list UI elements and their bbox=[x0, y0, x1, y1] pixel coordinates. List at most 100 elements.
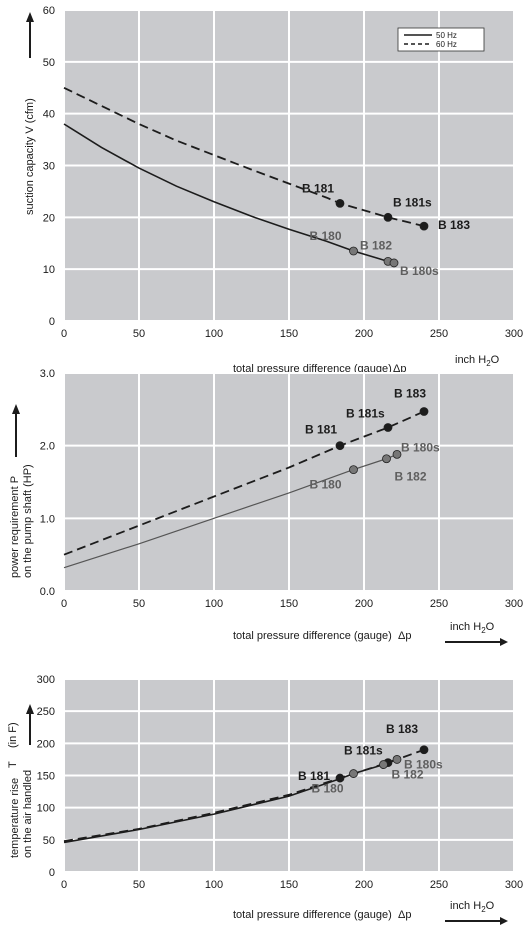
x-tick-label: 250 bbox=[430, 598, 448, 610]
y-tick-label: 10 bbox=[43, 264, 55, 276]
data-point bbox=[419, 221, 429, 231]
y-tick-label: 3.0 bbox=[40, 368, 55, 380]
point-label: B 181s bbox=[393, 195, 432, 209]
point-label: B 180s bbox=[400, 264, 439, 278]
x-tick-label: 300 bbox=[505, 598, 523, 610]
y-tick-label: 200 bbox=[37, 738, 55, 750]
point-label: B 180s bbox=[404, 757, 443, 771]
point-label: B 180 bbox=[312, 782, 344, 796]
legend-label: 50 Hz bbox=[436, 31, 457, 40]
y-tick-label: 50 bbox=[43, 835, 55, 847]
y-axis-label: temperature rise bbox=[9, 778, 21, 858]
y-tick-label: 50 bbox=[43, 57, 55, 69]
y-axis-arrowhead bbox=[26, 704, 34, 714]
y-tick-label: 30 bbox=[43, 161, 55, 173]
point-label: B 183 bbox=[386, 722, 418, 736]
x-axis-unit: inch H2O bbox=[455, 354, 500, 368]
y-tick-label: 0 bbox=[49, 316, 55, 328]
chart-1: 0 50 100 150 200 250 300 0 10 20 30 40 50 60 B 181 B 18… bbox=[24, 5, 523, 380]
series-line-solid bbox=[63, 123, 395, 264]
x-axis-label: total pressure difference (gauge) bbox=[233, 909, 392, 921]
point-label: B 181 bbox=[305, 423, 337, 437]
y-axis-arrowhead bbox=[26, 12, 34, 22]
unit-subscript: 2 bbox=[486, 359, 491, 368]
y-axis-unit: (in F) bbox=[7, 722, 19, 748]
unit-subscript: 2 bbox=[481, 626, 486, 635]
x-axis-symbol: Δp bbox=[398, 630, 411, 642]
chart-2: 0 50 100 150 200 250 300 0.0 1.0 2.0 3.0 B 181 B 181… bbox=[9, 368, 523, 646]
series-line-dashed bbox=[63, 410, 425, 556]
data-point bbox=[349, 246, 358, 256]
y-axis-label: suction capacity V (cfm) bbox=[24, 98, 36, 215]
unit-rest: O bbox=[486, 900, 495, 912]
y-tick-label: 100 bbox=[37, 803, 55, 815]
x-tick-label: 150 bbox=[280, 879, 298, 891]
y-axis-label: power requirement P bbox=[9, 476, 21, 578]
x-axis-arrowhead bbox=[500, 638, 508, 646]
series-line-dashed bbox=[63, 748, 425, 842]
point-label: B 182 bbox=[392, 768, 424, 782]
y-axis-label: on the air handled bbox=[22, 770, 34, 858]
data-point bbox=[379, 760, 388, 769]
point-label: B 182 bbox=[360, 238, 392, 252]
y-tick-label: 2.0 bbox=[40, 441, 55, 453]
data-point bbox=[383, 423, 393, 432]
data-point bbox=[382, 454, 391, 464]
point-label: B 180 bbox=[310, 229, 342, 243]
data-point bbox=[419, 407, 429, 416]
y-tick-label: 40 bbox=[43, 109, 55, 121]
x-axis-unit: inch H2O bbox=[450, 900, 495, 914]
data-point bbox=[335, 198, 345, 208]
data-point bbox=[392, 755, 402, 764]
x-tick-label: 50 bbox=[133, 328, 145, 340]
chart-3: 0 50 100 150 200 250 300 0 50 100 150 200 250 300 B 18… bbox=[7, 674, 523, 925]
x-tick-label: 200 bbox=[355, 598, 373, 610]
unit-rest: O bbox=[486, 621, 495, 633]
y-axis-label: on the pump shaft (HP) bbox=[22, 464, 34, 578]
data-point bbox=[389, 258, 399, 268]
series-line-dashed bbox=[63, 86, 425, 227]
x-axis-arrowhead bbox=[500, 917, 508, 925]
y-tick-label: 300 bbox=[37, 674, 55, 686]
point-label: B 181s bbox=[346, 407, 385, 421]
y-tick-label: 60 bbox=[43, 5, 55, 17]
x-tick-label: 150 bbox=[280, 328, 298, 340]
y-tick-label: 1.0 bbox=[40, 513, 55, 525]
y-tick-label: 150 bbox=[37, 771, 55, 783]
x-tick-label: 0 bbox=[61, 328, 67, 340]
data-point bbox=[419, 745, 429, 755]
y-tick-label: 250 bbox=[37, 706, 55, 718]
point-label: B 181 bbox=[302, 181, 334, 195]
data-point bbox=[383, 212, 393, 222]
x-tick-label: 0 bbox=[61, 598, 67, 610]
x-tick-label: 0 bbox=[61, 879, 67, 891]
x-tick-label: 250 bbox=[430, 879, 448, 891]
x-tick-label: 50 bbox=[133, 598, 145, 610]
x-axis-unit: inch H2O bbox=[450, 621, 495, 635]
data-point bbox=[335, 441, 345, 451]
point-label: B 183 bbox=[438, 218, 470, 232]
unit-rest: O bbox=[491, 354, 500, 366]
data-point bbox=[349, 769, 358, 778]
data-point bbox=[349, 465, 358, 475]
x-axis-symbol: Δp bbox=[398, 909, 411, 921]
x-tick-label: 200 bbox=[355, 328, 373, 340]
point-label: B 180s bbox=[401, 440, 440, 454]
y-tick-label: 20 bbox=[43, 212, 55, 224]
x-tick-label: 150 bbox=[280, 598, 298, 610]
data-point bbox=[392, 449, 402, 459]
y-axis-symbol: T bbox=[7, 761, 19, 768]
point-label: B 182 bbox=[395, 470, 427, 484]
x-tick-label: 50 bbox=[133, 879, 145, 891]
x-tick-label: 300 bbox=[505, 879, 523, 891]
point-label: B 180 bbox=[310, 478, 342, 492]
x-tick-label: 250 bbox=[430, 328, 448, 340]
unit-subscript: 2 bbox=[481, 905, 486, 914]
point-label: B 183 bbox=[394, 387, 426, 401]
data-point bbox=[335, 773, 345, 783]
y-tick-label: 0.0 bbox=[40, 586, 55, 598]
y-axis-arrowhead bbox=[12, 404, 20, 414]
x-tick-label: 100 bbox=[205, 328, 223, 340]
x-tick-label: 300 bbox=[505, 328, 523, 340]
